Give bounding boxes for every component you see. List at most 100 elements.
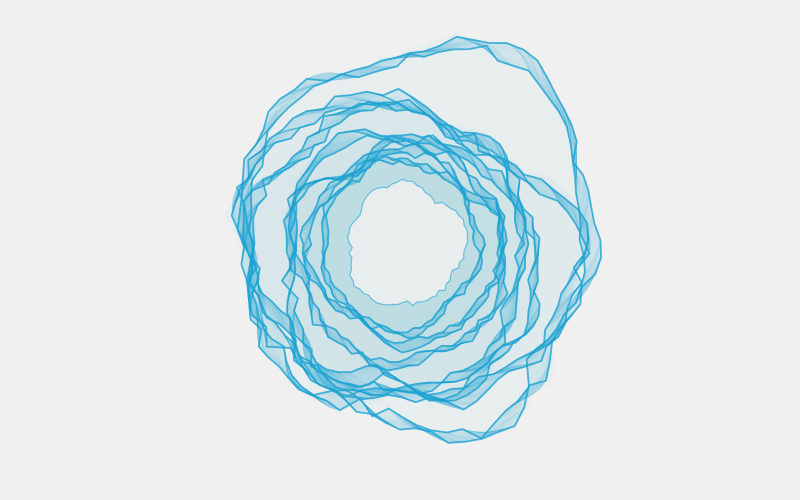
band-contour-line — [286, 131, 539, 399]
band-contour-line — [233, 98, 591, 404]
band-contour-line — [233, 97, 591, 404]
band-contour-line — [320, 155, 485, 338]
band-contour-line — [246, 101, 525, 394]
band-contour-line — [300, 142, 507, 353]
band-contour-line — [248, 101, 525, 393]
band-contour-line — [288, 136, 504, 366]
band-contour-line — [322, 157, 483, 335]
band-contour-line — [288, 132, 538, 398]
band-contour-line — [249, 101, 525, 392]
band-contour-line — [249, 101, 525, 392]
band-contour-line — [287, 131, 538, 398]
band-contour-line — [304, 149, 504, 347]
band-contour-line — [321, 156, 484, 336]
band-contour-line — [231, 90, 589, 410]
band-contour-line — [243, 40, 596, 439]
band-contour-line — [322, 158, 482, 334]
band-contour-line — [241, 39, 598, 441]
band-contour-line — [232, 95, 591, 406]
band-contour-line — [244, 41, 594, 438]
band-contour-line — [248, 101, 525, 393]
band-contour-line — [300, 143, 507, 353]
band-contour-line — [287, 131, 539, 399]
band-contour-line — [286, 135, 505, 368]
band-contour-line — [233, 97, 591, 404]
band-contour-line — [246, 101, 525, 395]
band-contour-line — [233, 98, 591, 403]
band-contour-line — [320, 155, 486, 338]
band-contour-line — [231, 94, 590, 407]
band-contour-line — [242, 40, 597, 440]
band-contour-line — [320, 155, 485, 338]
band-contour-line — [248, 101, 525, 393]
band-contour-line — [231, 94, 590, 408]
band-contour-line — [302, 143, 507, 352]
band-edge-line — [289, 134, 537, 396]
band-contour-line — [321, 156, 484, 336]
band-contour-line — [232, 94, 590, 407]
band-contour-line — [283, 134, 507, 370]
band-contour-line — [320, 156, 485, 338]
band-edge-line — [245, 44, 586, 440]
band-contour-line — [243, 41, 594, 438]
band-edge-line — [282, 133, 509, 372]
band-contour-line — [242, 40, 596, 439]
band-contour-line — [231, 89, 589, 411]
band-edge-line — [323, 158, 482, 334]
band-contour-line — [232, 96, 591, 405]
band-contour-line — [231, 91, 589, 410]
band-contour-line — [285, 131, 539, 400]
band-contour-line — [241, 39, 598, 440]
band-contour-line — [320, 156, 485, 337]
band-contour-line — [245, 102, 526, 395]
band-contour-line — [285, 135, 505, 369]
band-contour-line — [301, 143, 507, 352]
band-contour-line — [282, 129, 540, 401]
band-contour-line — [289, 137, 503, 365]
band-contour-line — [247, 101, 525, 394]
ring-line-layers — [230, 35, 603, 444]
band-edge-line — [250, 101, 526, 392]
band-contour-line — [231, 89, 589, 411]
band-edge-line — [230, 87, 590, 412]
band-contour-line — [249, 101, 525, 392]
band-contour-line — [303, 149, 504, 346]
band-contour-line — [239, 38, 600, 442]
band-contour-line — [302, 144, 507, 351]
line-band — [280, 128, 541, 403]
band-contour-line — [231, 92, 589, 409]
ring-hollow-center — [346, 178, 469, 307]
band-contour-line — [321, 156, 484, 337]
band-contour-line — [288, 131, 538, 398]
band-contour-line — [289, 137, 503, 365]
line-band — [320, 155, 487, 340]
band-contour-line — [231, 91, 589, 410]
band-contour-line — [286, 136, 504, 368]
band-contour-line — [304, 148, 504, 347]
band-contour-line — [247, 101, 525, 394]
band-contour-line — [240, 39, 599, 441]
band-contour-line — [284, 135, 505, 369]
band-contour-line — [245, 102, 526, 395]
band-contour-line — [231, 93, 590, 408]
band-contour-line — [289, 137, 503, 365]
band-contour-line — [283, 134, 508, 371]
band-contour-line — [287, 136, 504, 367]
band-contour-line — [304, 145, 506, 349]
band-contour-line — [240, 38, 599, 441]
band-contour-line — [232, 95, 591, 406]
line-band — [236, 35, 603, 444]
band-contour-line — [232, 95, 590, 406]
band-contour-line — [283, 130, 540, 401]
band-edge-line — [320, 155, 487, 340]
band-edge-line — [288, 138, 502, 363]
band-contour-line — [322, 158, 483, 335]
band-contour-line — [284, 135, 506, 370]
band-contour-line — [303, 144, 506, 350]
band-contour-line — [284, 134, 506, 370]
band-contour-line — [232, 96, 591, 405]
band-contour-line — [287, 131, 539, 399]
band-contour-line — [231, 93, 589, 409]
band-edge-line — [280, 128, 541, 403]
